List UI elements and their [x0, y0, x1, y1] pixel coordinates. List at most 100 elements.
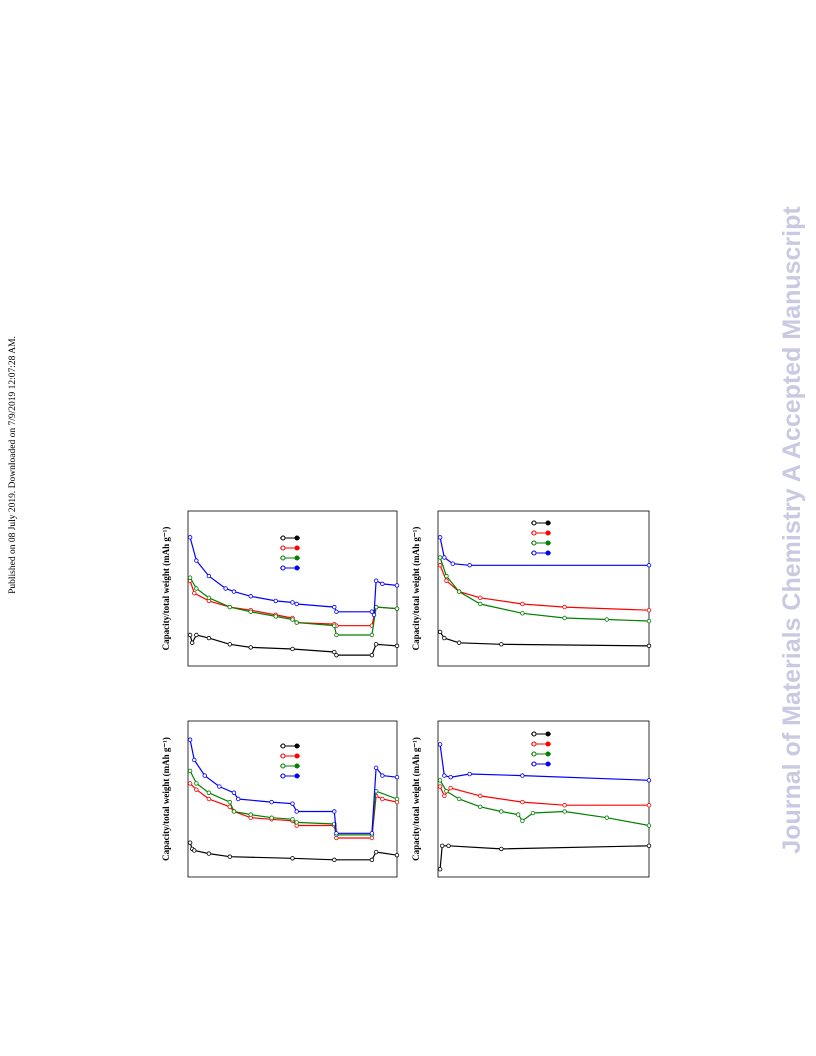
data-point [294, 820, 299, 825]
legend-swatch-marker [545, 741, 551, 747]
legend-swatch-marker [545, 761, 551, 767]
legend-swatch-marker [280, 545, 286, 551]
data-point [442, 555, 447, 560]
data-point [446, 843, 451, 848]
legend-swatch-marker [531, 520, 537, 526]
data-point [478, 793, 483, 799]
data-point [448, 785, 453, 791]
data-point [332, 604, 337, 610]
legend-swatch-marker [545, 520, 551, 526]
data-point [456, 640, 462, 645]
series-line [439, 631, 650, 647]
data-point [248, 609, 253, 614]
y-axis-label: Capacity/total weight (mAh g⁻¹) [411, 527, 421, 651]
data-point [394, 583, 400, 588]
data-point [380, 773, 385, 778]
data-point [437, 867, 443, 872]
data-point [187, 535, 193, 540]
data-point [515, 812, 521, 817]
data-point [394, 606, 400, 611]
data-point [646, 803, 652, 808]
plot-frame [187, 720, 398, 878]
chart: Capacity/total weight (mAh g⁻¹) [411, 720, 652, 878]
legend-swatch-marker [531, 751, 537, 757]
data-point [478, 595, 483, 600]
series-line [439, 557, 650, 622]
data-point [437, 742, 443, 747]
data-point [562, 604, 567, 610]
data-point [448, 774, 453, 780]
legend-swatch-marker [545, 530, 551, 536]
data-point [437, 629, 443, 635]
data-point [334, 632, 339, 638]
legend-swatch-marker [531, 550, 537, 556]
data-point [371, 612, 377, 618]
plot-frame [437, 720, 650, 878]
data-point [290, 801, 295, 806]
data-point [530, 810, 536, 816]
data-point [290, 856, 295, 861]
data-point [273, 598, 278, 604]
data-point [440, 843, 445, 848]
data-point [394, 852, 400, 858]
legend-swatch-marker [294, 773, 300, 779]
data-point [499, 809, 504, 814]
data-point [227, 799, 232, 805]
legend-swatch-marker [294, 753, 300, 759]
legend-swatch-marker [294, 743, 300, 749]
data-point [332, 857, 337, 863]
legend-swatch-marker [294, 763, 300, 769]
data-point [604, 815, 609, 820]
series-line [439, 537, 649, 566]
legend-swatch-marker [280, 555, 286, 561]
data-point [290, 817, 295, 822]
series-line [189, 782, 398, 839]
data-point [192, 590, 197, 596]
data-point [437, 784, 443, 789]
data-point [562, 803, 567, 808]
data-point [290, 600, 295, 605]
series-line [189, 634, 398, 656]
data-point [520, 601, 525, 607]
data-point [646, 618, 652, 624]
data-point [373, 642, 379, 647]
data-point [334, 831, 339, 836]
data-point [202, 773, 207, 778]
data-point [187, 768, 193, 774]
data-point [478, 601, 483, 607]
data-point [437, 555, 443, 560]
data-point [604, 617, 609, 622]
data-point [444, 578, 449, 583]
data-point [456, 589, 462, 594]
data-point [187, 575, 193, 580]
data-point [223, 586, 228, 591]
y-axis-label: Capacity/total weight (mAh g⁻¹) [161, 737, 171, 861]
data-point [520, 773, 525, 778]
data-point [269, 799, 274, 805]
data-point [194, 787, 199, 792]
legend-swatch-marker [531, 741, 537, 747]
data-point [332, 809, 337, 814]
legend-swatch-marker [280, 565, 286, 571]
data-point [273, 614, 278, 619]
data-point [194, 781, 199, 786]
data-point [206, 635, 212, 641]
legend-swatch-marker [545, 550, 551, 556]
data-point [442, 773, 447, 778]
data-point [646, 778, 652, 783]
journal-watermark: Journal of Materials Chemistry A Accepte… [778, 206, 806, 854]
series-line [189, 577, 398, 636]
legend-swatch-marker [545, 731, 551, 737]
data-point [294, 809, 299, 814]
data-point [187, 781, 193, 786]
data-point [646, 643, 652, 649]
data-point [369, 652, 375, 658]
data-point [227, 854, 232, 859]
data-point [194, 632, 199, 638]
data-point [187, 737, 193, 742]
data-point [332, 623, 337, 628]
data-point [227, 604, 232, 610]
data-point [394, 643, 400, 649]
data-point [187, 840, 193, 845]
data-point [269, 815, 274, 820]
